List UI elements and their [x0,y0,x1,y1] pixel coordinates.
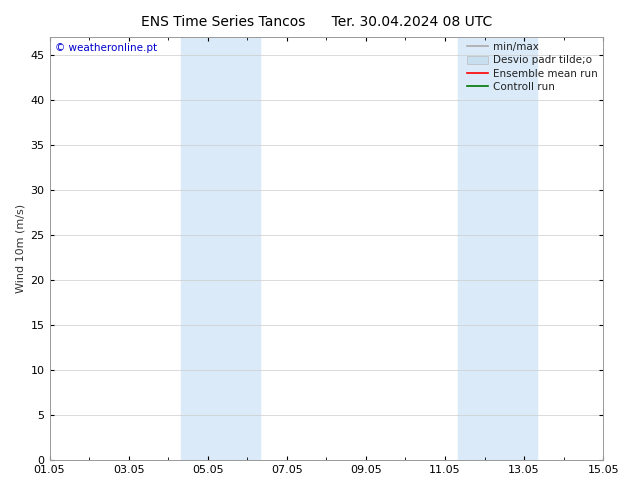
Y-axis label: Wind 10m (m/s): Wind 10m (m/s) [15,204,25,293]
Bar [234,37,261,460]
Bar [458,37,511,460]
Bar [181,37,234,460]
Text: ENS Time Series Tancos      Ter. 30.04.2024 08 UTC: ENS Time Series Tancos Ter. 30.04.2024 0… [141,15,493,29]
Legend: min/max, Desvio padr tilde;o, Ensemble mean run, Controll run: min/max, Desvio padr tilde;o, Ensemble m… [467,42,598,92]
Bar [511,37,537,460]
Text: © weatheronline.pt: © weatheronline.pt [55,44,157,53]
